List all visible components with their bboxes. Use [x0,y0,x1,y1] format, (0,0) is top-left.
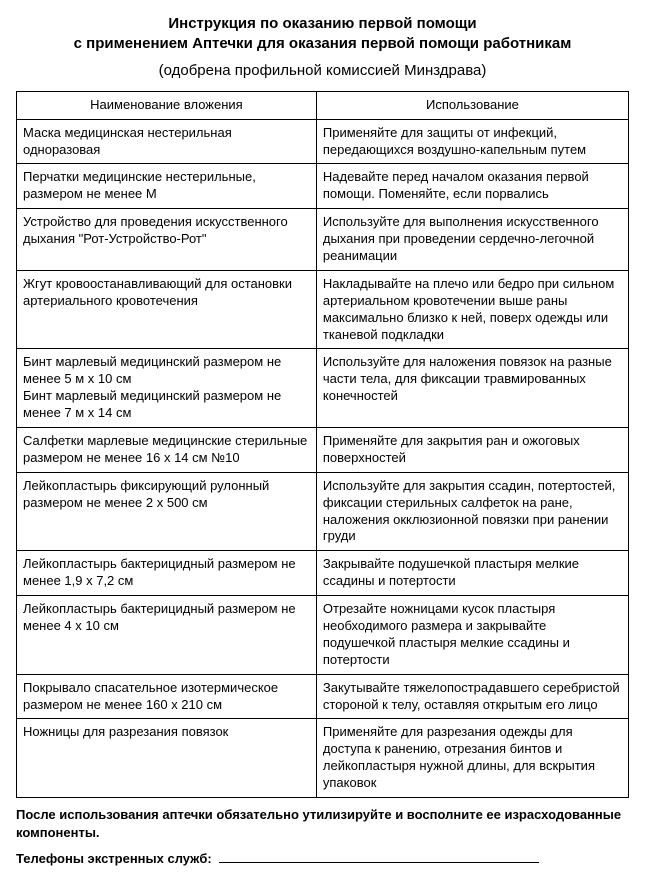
cell-name: Устройство для проведения искусственного… [17,209,317,271]
cell-use: Закрывайте подушечкой пластыря мелкие сс… [316,551,628,596]
cell-use: Отрезайте ножницами кусок пластыря необх… [316,596,628,675]
cell-name: Жгут кровоостанавливающий для остановки … [17,270,317,349]
table-row: Лейкопластырь бактерицидный размером не … [17,551,629,596]
title-line-2: с применением Аптечки для оказания перво… [74,35,572,52]
cell-use: Применяйте для защиты от инфекций, перед… [316,119,628,164]
header-use: Использование [316,91,628,119]
cell-use: Применяйте для закрытия ран и ожоговых п… [316,428,628,473]
cell-use: Используйте для закрытия ссадин, потерто… [316,472,628,551]
cell-name: Бинт марлевый медицинский размером не ме… [17,349,317,428]
cell-name: Маска медицинская нестерильная одноразов… [17,119,317,164]
cell-name: Ножницы для разрезания повязок [17,719,317,798]
header-name: Наименование вложения [17,91,317,119]
cell-name: Лейкопластырь фиксирующий рулонный разме… [17,472,317,551]
title-line-1: Инструкция по оказанию первой помощи [168,15,476,32]
document-page: Инструкция по оказанию первой помощи с п… [0,0,645,882]
cell-name: Покрывало спасательное изотермическое ра… [17,674,317,719]
table-header-row: Наименование вложения Использование [17,91,629,119]
cell-name: Лейкопластырь бактерицидный размером не … [17,596,317,675]
table-row: Лейкопластырь фиксирующий рулонный разме… [17,472,629,551]
cell-use: Применяйте для разрезания одежды для дос… [316,719,628,798]
phones-label: Телефоны экстренных служб: [16,851,212,866]
table-row: Маска медицинская нестерильная одноразов… [17,119,629,164]
cell-use: Надевайте перед началом оказания первой … [316,164,628,209]
table-row: Перчатки медицинские нестерильные, разме… [17,164,629,209]
table-row: Бинт марлевый медицинский размером не ме… [17,349,629,428]
footer-note: После использования аптечки обязательно … [16,806,629,841]
table-row: Устройство для проведения искусственного… [17,209,629,271]
cell-name: Лейкопластырь бактерицидный размером не … [17,551,317,596]
table-body: Маска медицинская нестерильная одноразов… [17,119,629,797]
cell-use: Накладывайте на плечо или бедро при силь… [316,270,628,349]
table-row: Покрывало спасательное изотермическое ра… [17,674,629,719]
cell-use: Используйте для выполнения искусственног… [316,209,628,271]
cell-use: Используйте для наложения повязок на раз… [316,349,628,428]
table-row: Салфетки марлевые медицинские стерильные… [17,428,629,473]
table-row: Ножницы для разрезания повязокПрименяйте… [17,719,629,798]
emergency-phones: Телефоны экстренных служб: [16,851,629,866]
cell-name: Салфетки марлевые медицинские стерильные… [17,428,317,473]
doc-subtitle: (одобрена профильной комиссией Минздрава… [16,61,629,81]
phones-blank-line [219,862,539,863]
first-aid-table: Наименование вложения Использование Маск… [16,91,629,798]
table-row: Жгут кровоостанавливающий для остановки … [17,270,629,349]
cell-use: Закутывайте тяжелопострадавшего серебрис… [316,674,628,719]
doc-title: Инструкция по оказанию первой помощи с п… [16,14,629,55]
cell-name: Перчатки медицинские нестерильные, разме… [17,164,317,209]
table-row: Лейкопластырь бактерицидный размером не … [17,596,629,675]
